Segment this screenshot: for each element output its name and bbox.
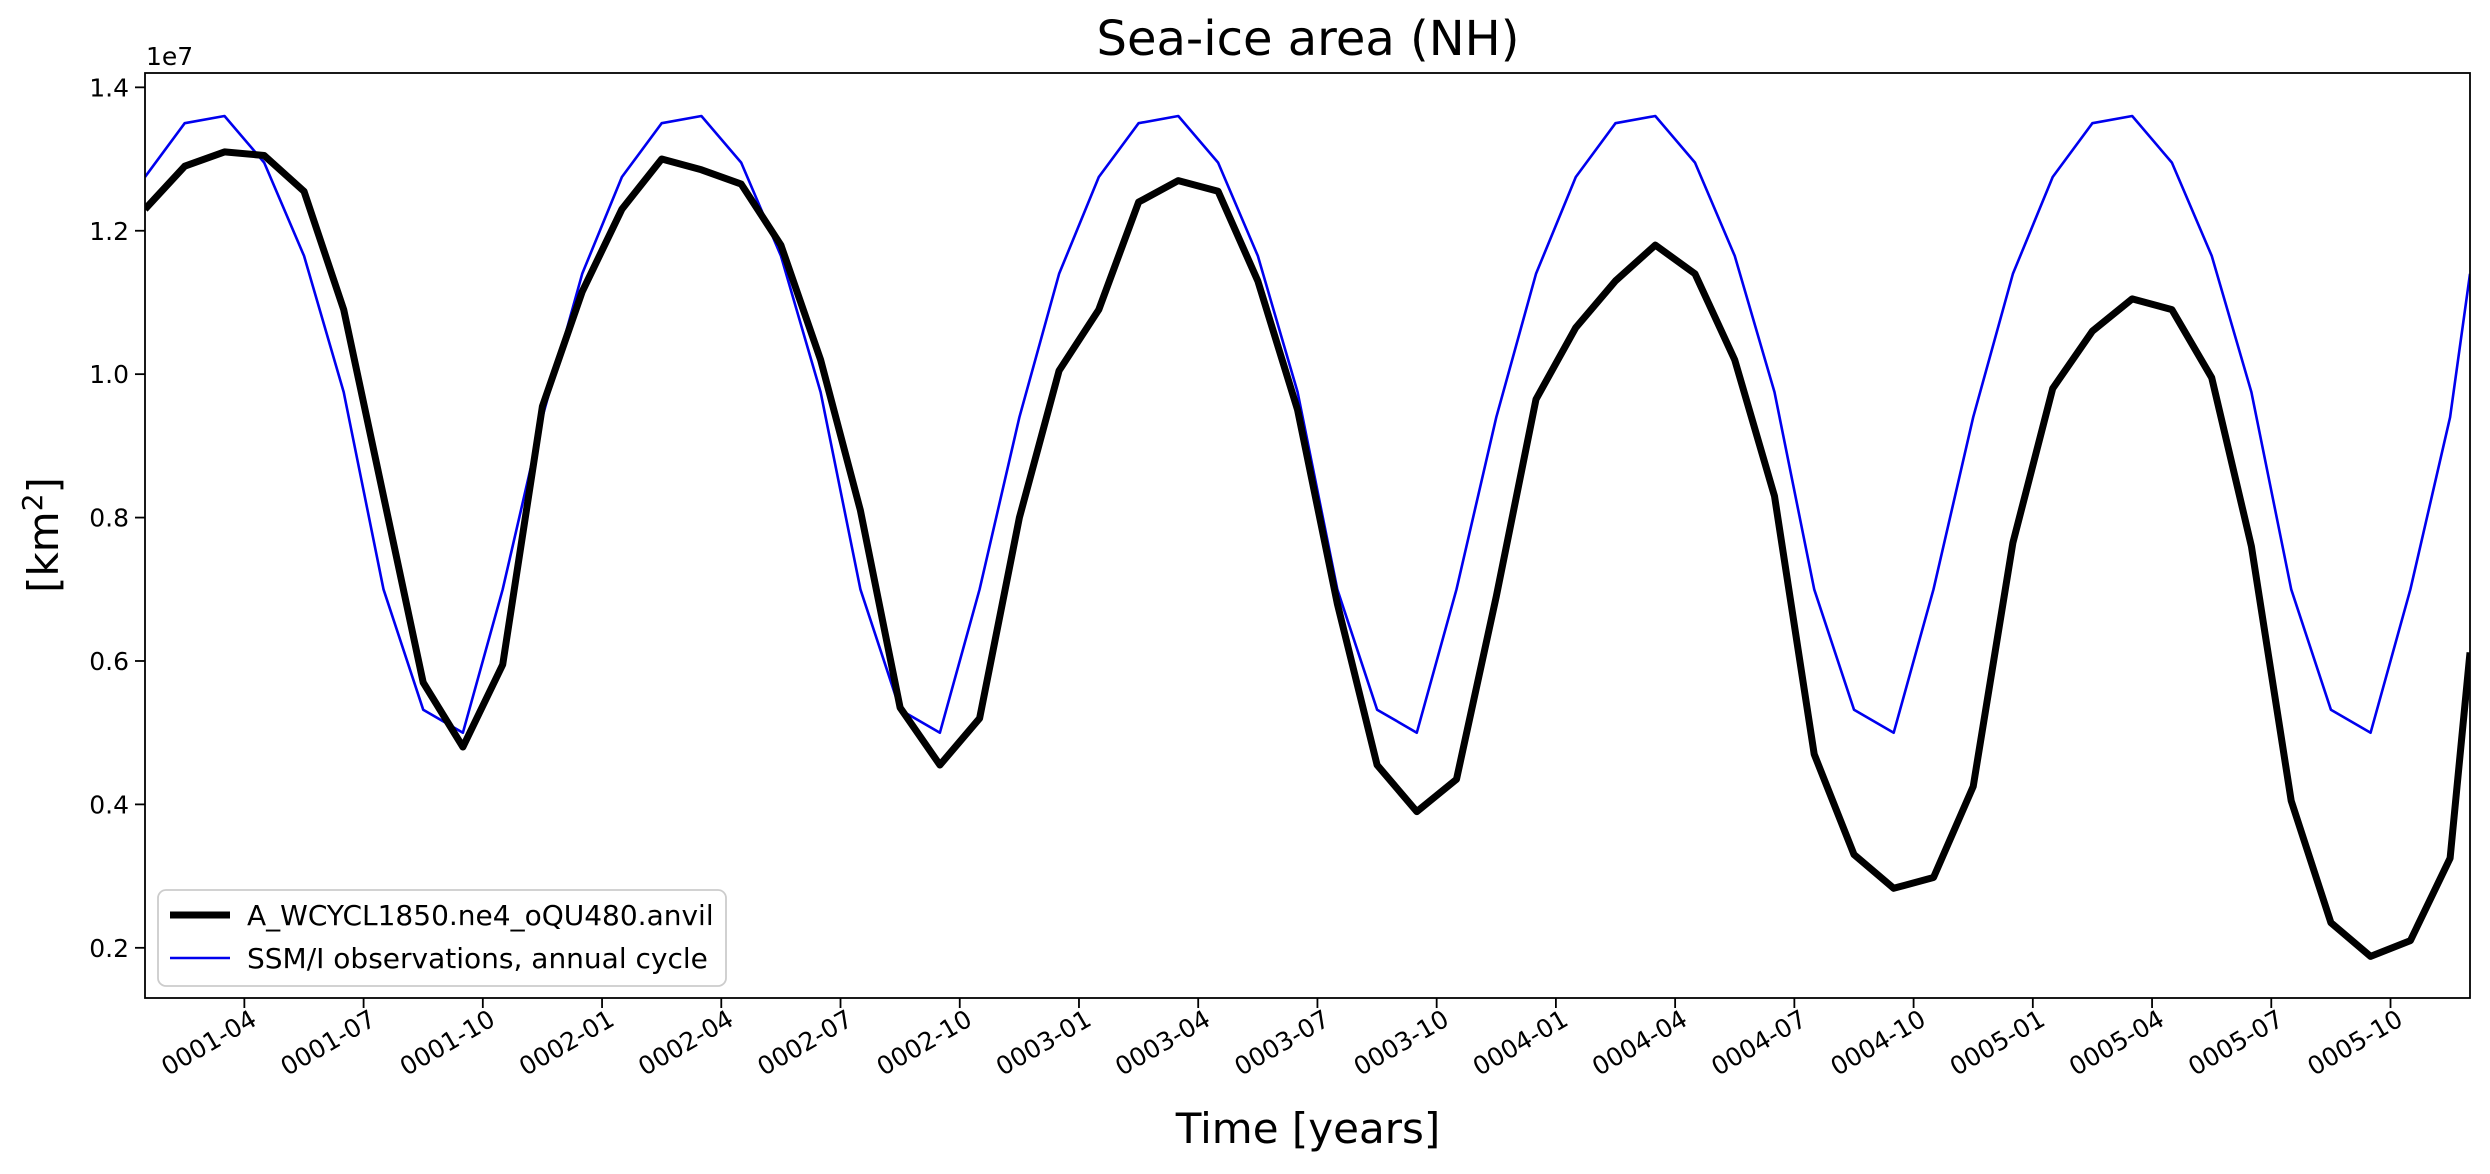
x-tick-label: 0001-10 xyxy=(395,1004,500,1081)
y-tick-label: 1.2 xyxy=(89,217,129,246)
series-layer xyxy=(145,114,2470,960)
series-line-model xyxy=(145,148,2470,960)
y-axis-label-main: [km xyxy=(19,511,68,593)
x-tick-label: 0005-04 xyxy=(2064,1004,2169,1081)
x-tick-label: 0003-07 xyxy=(1229,1004,1334,1081)
x-tick-label: 0001-07 xyxy=(276,1004,381,1081)
x-tick-label: 0004-10 xyxy=(1826,1004,1931,1081)
x-tick-label: 0001-04 xyxy=(156,1004,261,1081)
x-tick-label: 0005-01 xyxy=(1945,1004,2050,1081)
x-tick-label: 0005-10 xyxy=(2303,1004,2408,1081)
y-tick-label: 0.8 xyxy=(89,504,129,533)
chart-title: Sea-ice area (NH) xyxy=(1097,11,1520,67)
legend-box xyxy=(157,889,727,987)
x-tick-label: 0003-10 xyxy=(1349,1004,1454,1081)
series-line-observations xyxy=(145,114,2470,735)
x-tick-label: 0003-01 xyxy=(991,1004,1096,1081)
y-axis: 0.2 0.4 0.6 0.8 1.0 1.2 1.4 xyxy=(89,73,145,963)
y-tick-label: 1.4 xyxy=(89,73,129,102)
legend-label-model: A_WCYCL1850.ne4_oQU480.anvil xyxy=(247,899,714,932)
y-axis-label-end: ] xyxy=(19,477,68,493)
x-tick-label: 0003-04 xyxy=(1110,1004,1215,1081)
x-tick-label: 0002-04 xyxy=(633,1004,738,1081)
legend-label-observations: SSM/I observations, annual cycle xyxy=(247,942,708,975)
x-axis: 0001-04 0001-07 0001-10 0002-01 0002-04 0002-… xyxy=(156,998,2408,1081)
x-tick-label: 0004-07 xyxy=(1706,1004,1811,1081)
x-tick-label: 0005-07 xyxy=(2183,1004,2288,1081)
x-tick-label: 0002-07 xyxy=(753,1004,858,1081)
y-axis-label: [km2] xyxy=(16,477,68,593)
y-tick-label: 1.0 xyxy=(89,360,129,389)
y-axis-label-sup: 2 xyxy=(16,493,49,511)
y-offset-label: 1e7 xyxy=(146,42,193,71)
x-tick-label: 0004-01 xyxy=(1468,1004,1573,1081)
x-tick-label: 0002-10 xyxy=(872,1004,977,1081)
x-axis-label: Time [years] xyxy=(1175,1104,1441,1153)
y-tick-label: 0.6 xyxy=(89,647,129,676)
y-tick-label: 0.4 xyxy=(89,790,129,819)
legend: A_WCYCL1850.ne4_oQU480.anvil SSM/I obser… xyxy=(157,889,727,987)
plot-frame xyxy=(144,72,2471,999)
x-tick-label: 0002-01 xyxy=(514,1004,619,1081)
x-tick-label: 0004-04 xyxy=(1587,1004,1692,1081)
y-tick-label: 0.2 xyxy=(89,934,129,963)
